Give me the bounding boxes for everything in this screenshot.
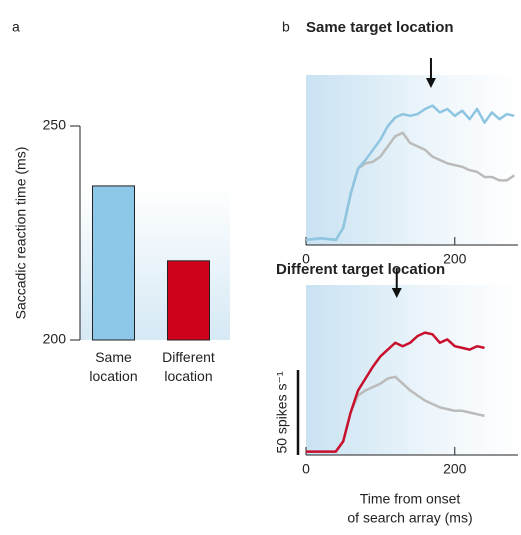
bar [92,185,135,341]
x-tick-label: Different location [162,349,215,384]
x-axis-label: of search array (ms) [347,510,472,526]
bar [167,260,210,341]
chart-title: Same target location [306,19,454,36]
line [306,331,485,453]
scale-bar-label: 50 spikes s⁻¹ [274,371,290,453]
x-tick-label: 200 [443,251,467,267]
x-tick-label: 200 [443,461,467,477]
line [305,104,515,242]
panel-label: a [12,19,20,35]
x-axis-label: Time from onset [360,491,461,507]
y-axis-label: Saccadic reaction time (ms) [13,147,29,320]
plot-background [306,285,518,455]
chart-title: Different target location [276,261,445,278]
x-tick-label: 0 [302,461,310,477]
panel-label: b [282,19,290,35]
y-tick-label: 200 [43,331,67,347]
y-tick-label: 250 [43,117,67,133]
arrow-head [425,78,436,88]
x-tick-label: Same location [89,349,137,384]
x-tick-label: 0 [302,251,310,267]
plot-background [306,75,518,245]
arrow-head [391,288,402,298]
